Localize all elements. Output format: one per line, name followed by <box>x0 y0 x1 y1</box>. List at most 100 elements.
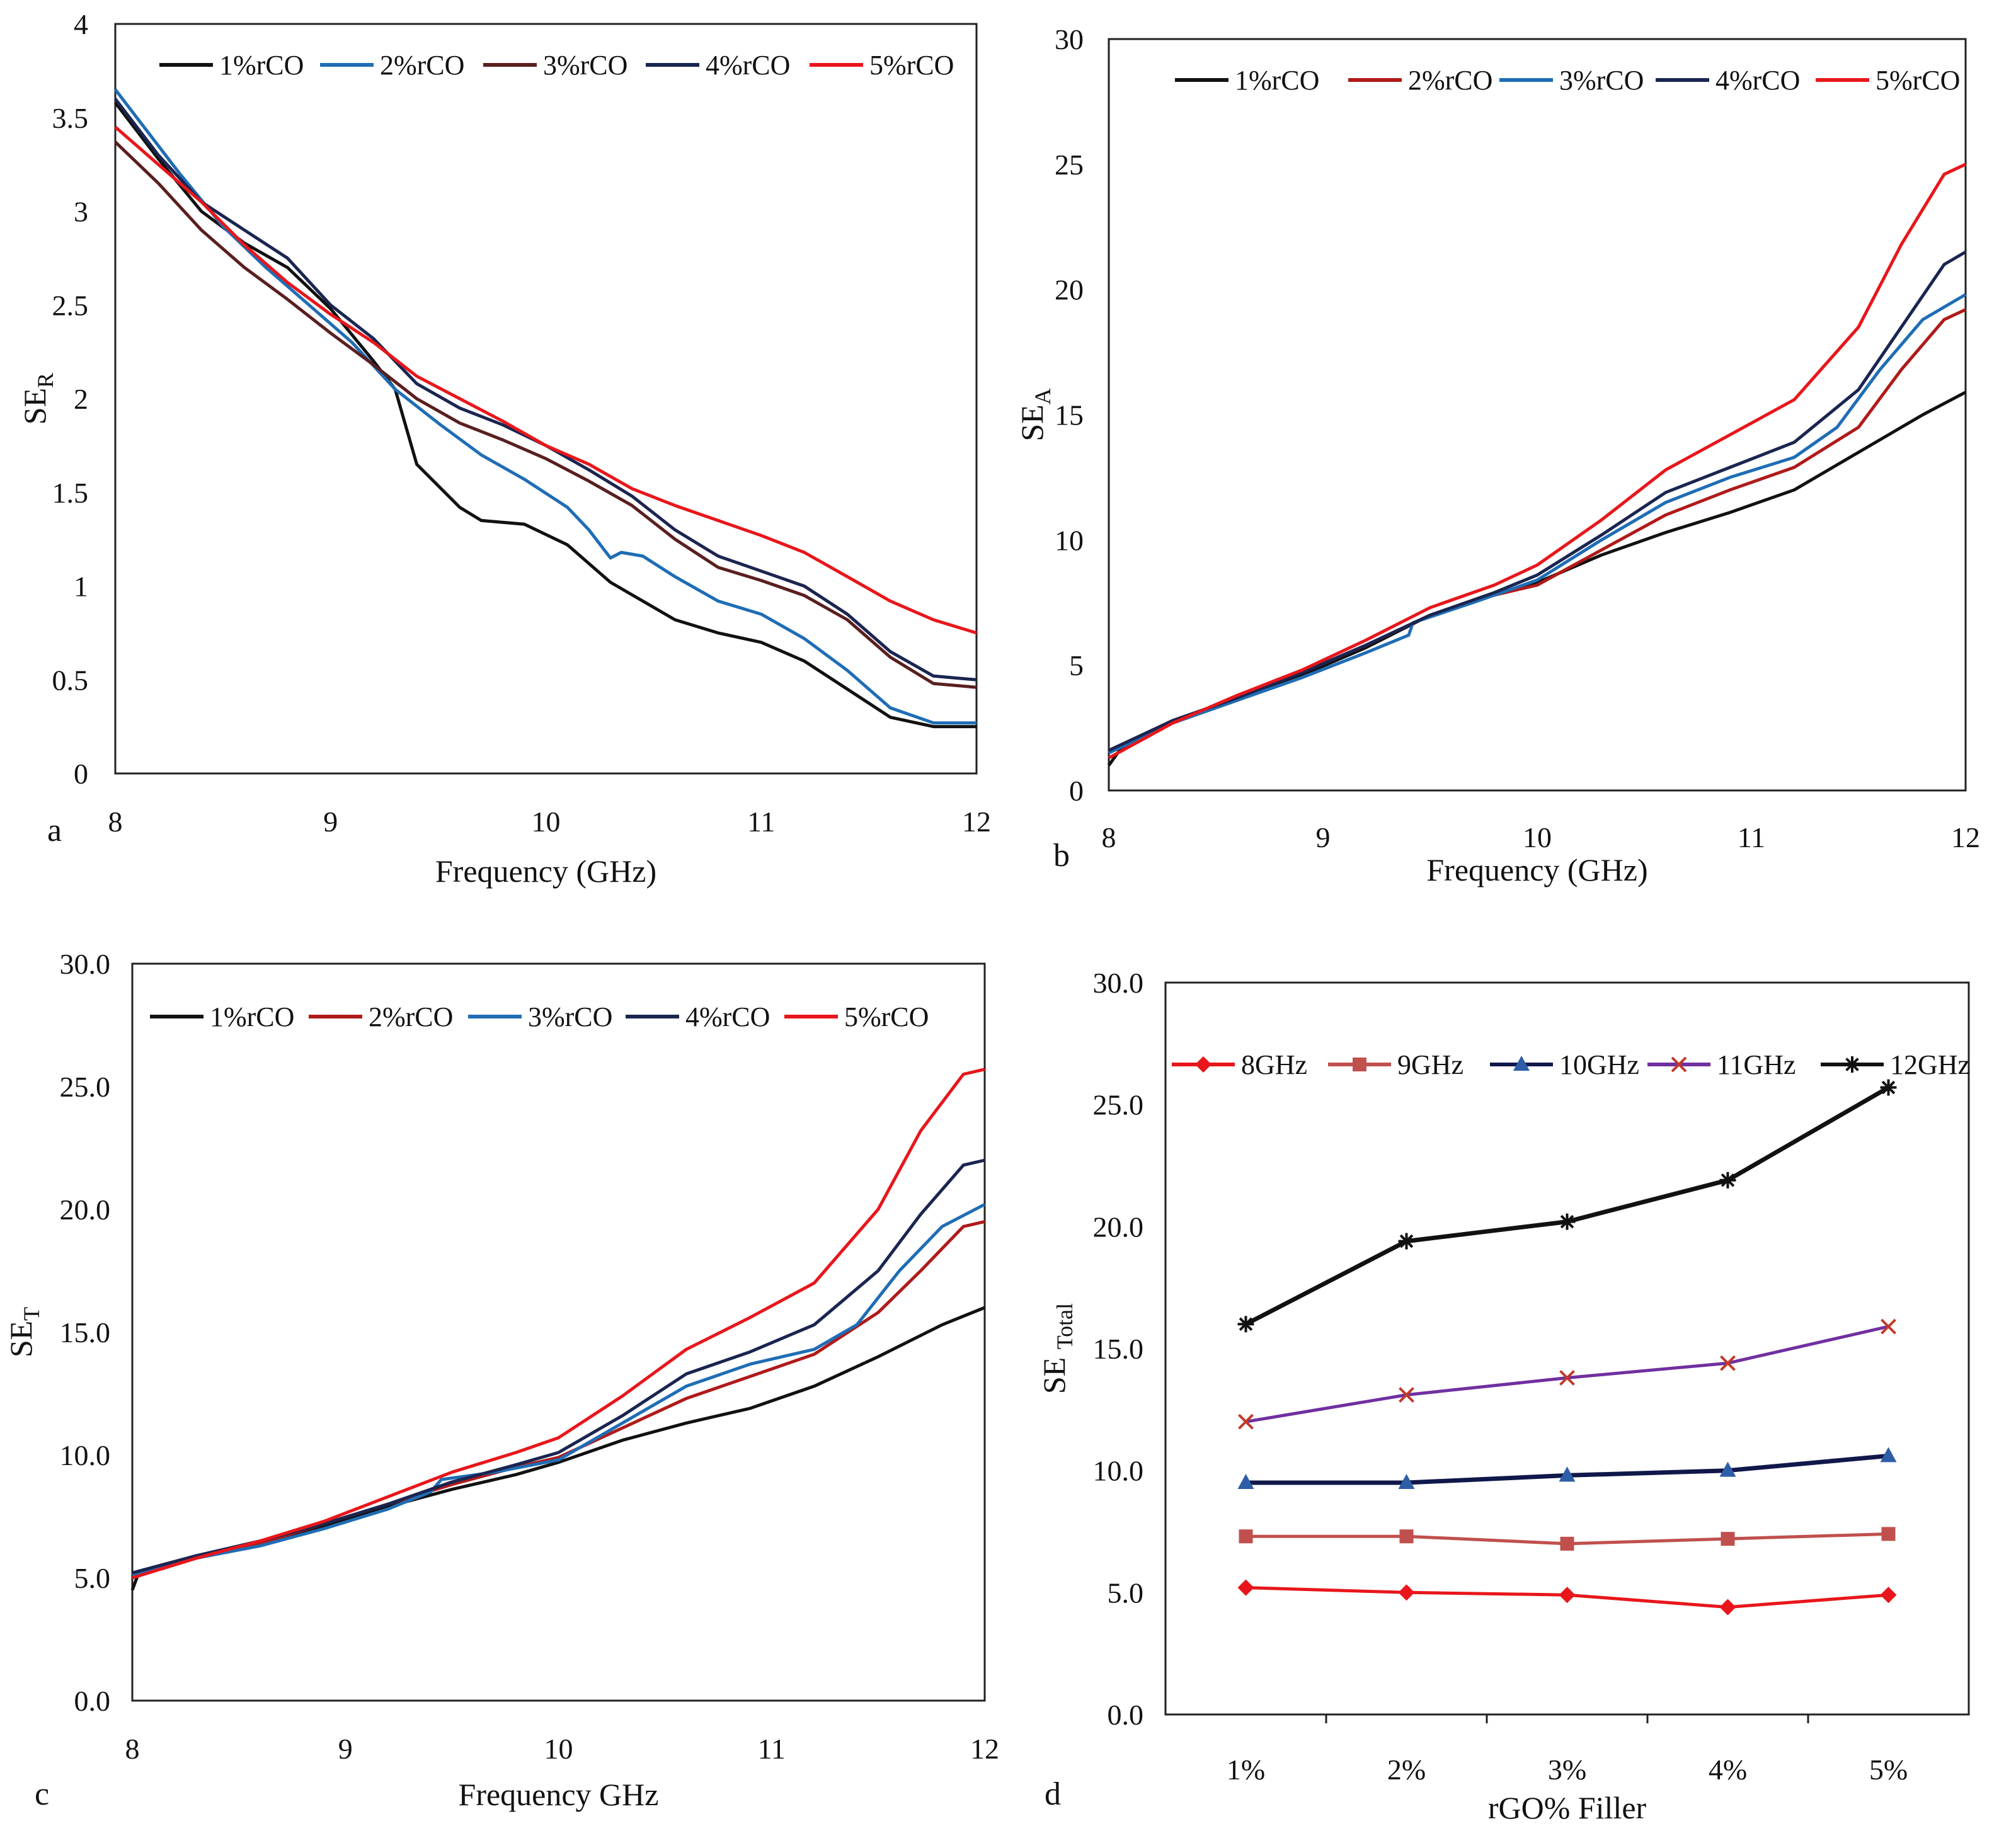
marker-stroke <box>1845 1058 1859 1071</box>
legend-label: 10GHz <box>1559 1049 1639 1080</box>
marker-10GHz-3% <box>1559 1466 1576 1482</box>
y-tick-label: 25.0 <box>1093 1089 1144 1121</box>
panel-label: d <box>1045 1776 1061 1812</box>
plot-frame <box>1164 981 1970 1716</box>
legend-item: 4%rCO <box>626 1001 770 1032</box>
y-axis-label: SER <box>17 373 58 425</box>
y-tick-label: 5 <box>1069 649 1084 682</box>
marker-9GHz-4% <box>1721 1532 1735 1546</box>
x-tick-label: 10 <box>544 1733 573 1765</box>
legend-item: 10GHz <box>1490 1049 1639 1080</box>
marker-12GHz-3% <box>1559 1213 1576 1230</box>
x-tick-label: 9 <box>338 1733 353 1765</box>
x-tick-label: 2% <box>1387 1754 1426 1786</box>
y-axis-label: SE Total <box>1036 1303 1077 1394</box>
series-2%rCO <box>132 1220 985 1580</box>
y-tick-label: 0.5 <box>52 664 89 696</box>
legend-item: 8GHz <box>1172 1049 1307 1080</box>
series-9GHz <box>1239 1527 1896 1551</box>
marker-8GHz-5% <box>1880 1587 1897 1604</box>
marker-stroke <box>1720 1355 1736 1371</box>
y-tick-label: 20.0 <box>60 1194 111 1226</box>
x-tick-label: 12 <box>962 806 991 838</box>
series-8GHz <box>1237 1579 1897 1616</box>
marker-8GHz-4% <box>1719 1599 1736 1616</box>
x-tick-label: 5% <box>1869 1754 1908 1786</box>
series-12GHz <box>1237 1079 1897 1333</box>
marker-stroke <box>1559 1370 1575 1386</box>
legend-label: 1%rCO <box>219 50 304 81</box>
series-5%rCO <box>114 125 977 635</box>
series-line <box>114 98 977 682</box>
y-tick-label: 0.0 <box>74 1685 111 1717</box>
series-3%rCO <box>114 140 977 689</box>
y-tick-label: 30.0 <box>60 948 111 980</box>
series-2%rCO <box>114 88 976 725</box>
x-tick-label: 12 <box>970 1733 999 1765</box>
marker-stroke <box>1239 1317 1253 1332</box>
y-tick-label: 2.5 <box>52 289 89 321</box>
y-axis-label-sub: A <box>1030 388 1055 404</box>
legend-label: 2%rCO <box>380 50 464 81</box>
y-tick-label: 3 <box>74 196 88 228</box>
marker-stroke <box>1671 1056 1687 1073</box>
legend-label: 11GHz <box>1717 1049 1796 1080</box>
legend-item: 2%rCO <box>320 50 464 81</box>
legend-item: 3%rCO <box>483 50 627 81</box>
x-tick-label: 1% <box>1227 1754 1265 1786</box>
legend-label: 1%rCO <box>1235 65 1319 96</box>
x-tick-label: 11 <box>758 1733 786 1765</box>
series-1%rCO <box>130 1306 985 1591</box>
legend-label: 5%rCO <box>844 1001 929 1032</box>
marker-12GHz-5% <box>1880 1079 1897 1096</box>
marker-9GHz-1% <box>1239 1529 1253 1544</box>
legend-label: 5%rCO <box>869 50 954 81</box>
marker-8GHz-3% <box>1559 1587 1576 1604</box>
y-tick-label: 10 <box>1055 524 1084 556</box>
legend-label: 9GHz <box>1397 1049 1463 1080</box>
series-10GHz <box>1237 1447 1897 1490</box>
y-tick-label: 15.0 <box>1093 1333 1144 1365</box>
x-tick-label: 8 <box>125 1733 140 1765</box>
series-line <box>114 140 977 689</box>
y-axis-label-sub: R <box>33 373 58 388</box>
y-tick-label: 15 <box>1055 399 1084 431</box>
x-axis-label: Frequency GHz <box>459 1777 659 1812</box>
y-tick-label: 0.0 <box>1108 1699 1144 1731</box>
series-line <box>1108 250 1967 752</box>
x-axis-label: Frequency (GHz) <box>1426 852 1647 887</box>
y-axis-label-sub: Total <box>1052 1303 1077 1349</box>
marker-legend-11GHz <box>1671 1056 1687 1073</box>
series-line <box>1246 1325 1889 1423</box>
legend-label: 1%rCO <box>210 1001 294 1032</box>
legend-label: 5%rCO <box>1876 65 1960 96</box>
series-4%rCO <box>114 98 977 682</box>
legend-label: 3%rCO <box>528 1001 612 1032</box>
marker-8GHz-2% <box>1398 1584 1415 1601</box>
y-tick-label: 20 <box>1055 274 1084 306</box>
series-line <box>132 1202 986 1577</box>
x-tick-label: 11 <box>747 806 775 838</box>
marker-legend-9GHz <box>1353 1058 1366 1071</box>
marker-8GHz-1% <box>1237 1579 1254 1596</box>
series-1%rCO <box>114 101 976 729</box>
marker-stroke <box>1399 1234 1414 1248</box>
panel-label: b <box>1053 838 1070 874</box>
x-axis-label: rGO% Filler <box>1488 1790 1647 1825</box>
y-tick-label: 1 <box>74 571 88 603</box>
y-tick-label: 0 <box>74 758 88 790</box>
legend-label: 12GHz <box>1890 1049 1970 1080</box>
panel-label: a <box>47 813 62 848</box>
marker-9GHz-2% <box>1399 1529 1414 1544</box>
series-line <box>1108 293 1967 755</box>
chart-c: 0.0 5.0 10.0 15.0 20.0 25.0 30.0 8 9 10 11 12 Freque… <box>3 948 999 1812</box>
x-tick-label: 9 <box>323 806 338 838</box>
y-tick-label: 30 <box>1055 23 1084 55</box>
legend-label: 3%rCO <box>1559 65 1644 96</box>
series-line <box>132 1220 985 1580</box>
y-tick-label: 1.5 <box>52 477 89 509</box>
legend-label: 2%rCO <box>1408 65 1492 96</box>
marker-legend-12GHz <box>1844 1056 1860 1073</box>
legend-item: 2%rCO <box>1348 65 1492 96</box>
marker-10GHz-2% <box>1398 1474 1415 1490</box>
